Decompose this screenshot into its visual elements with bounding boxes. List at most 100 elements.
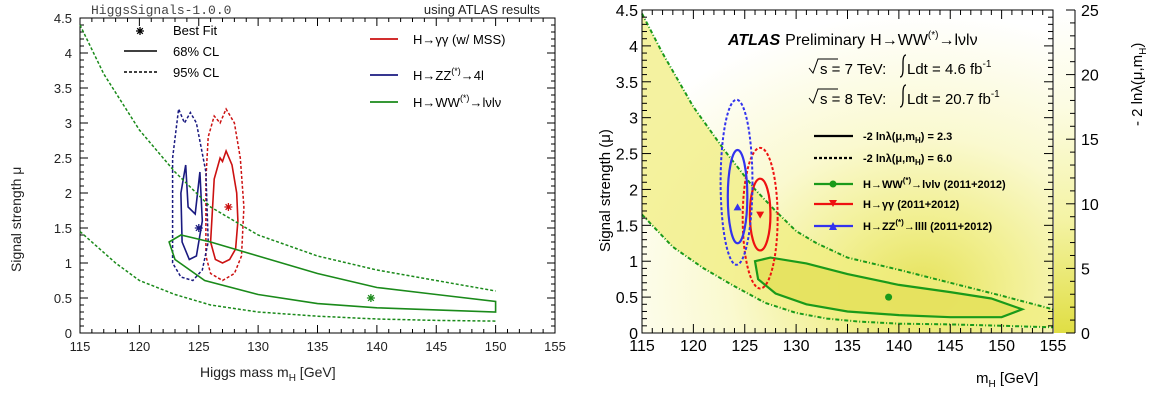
right-y-tick-label: 4 [629, 39, 638, 56]
legend-channel-name: H→WW [413, 95, 461, 110]
left-gamma-best-fit [224, 203, 233, 211]
right-x-tick-label: 135 [834, 338, 861, 355]
legend-contour-mid: (μ,m [892, 153, 915, 165]
right-title: ATLAS Preliminary H→WW(*)→lνlν [727, 30, 978, 49]
legend-channel-tail: →llll (2011+2012) [904, 221, 993, 233]
right-x-tick-label: 145 [937, 338, 964, 355]
right-zz-cl68 [726, 148, 749, 245]
right-axes: 115 120 125 130 135 140 145 150 155 0 0.5 1 1.5 2 2.5 3… [616, 3, 1067, 355]
left-y-tick-label: 1 [65, 256, 72, 271]
right-y-tick-label: 1.5 [616, 218, 638, 235]
legend-channel-label: H→γγ (w/ MSS) [413, 32, 505, 47]
left-axes: 115 120 125 130 135 140 145 150 155 0 0.5 1 1.5 2 2.5 3… [54, 11, 566, 354]
left-x-tick-label: 120 [129, 339, 151, 354]
preliminary-label: Preliminary [785, 32, 865, 49]
right-y-tick-label: 3 [629, 111, 638, 128]
colorbar-tick-label: 25 [1081, 3, 1099, 20]
colorbar-label-lambda: λ [1129, 85, 1146, 93]
left-y-tick-label: 2.5 [54, 151, 72, 166]
left-corner-note: using ATLAS results [424, 2, 541, 17]
colorbar-label-pre: - 2 ln [1129, 93, 1146, 126]
left-y-tick-label: 2 [65, 186, 72, 201]
colorbar-tick-label: 15 [1081, 132, 1099, 149]
legend-channel-tail: →4l [461, 68, 484, 83]
left-zz-cl95 [171, 106, 209, 282]
right-ww-cl68 [753, 256, 1026, 319]
right-y-tick-label: 2 [629, 182, 638, 199]
colorbar-tick-label: 0 [1081, 326, 1090, 343]
heatmap-minimum [755, 257, 1023, 318]
legend-channel-label: H→WW(*)→lνlν (2011+2012) [863, 176, 1006, 191]
left-x-axis-label-sub: H [289, 373, 296, 384]
left-x-tick-label: 140 [366, 339, 388, 354]
left-corner-label: HiggsSignals-1.0.0 [91, 3, 231, 18]
legend-channel-label: H→ZZ(*)→llll (2011+2012) [863, 218, 993, 233]
legend-contour-post: ) = 2.3 [921, 131, 953, 143]
legend-contour-label: -2 lnλ(μ,mH) = 2.3 [863, 131, 952, 145]
right-ww-cl95-lower [641, 213, 1054, 329]
legend-channel-name: H→WW [863, 179, 903, 191]
left-zz-best-fit [194, 224, 203, 232]
left-ww-cl95-lower [79, 230, 496, 322]
sqrt-symbol [808, 88, 838, 105]
right-x-tick-label: 155 [1040, 338, 1067, 355]
right-y-tick-label: 1 [629, 254, 638, 271]
legend-contour-sub: H [915, 158, 921, 167]
left-chart: 115 120 125 130 135 140 145 150 155 0 0.5 1 1.5 2 2.5 3… [8, 2, 566, 384]
legend-channel-name: H→γγ (2011+2012) [863, 199, 960, 211]
legend-contour-mid: (μ,m [892, 131, 915, 143]
right-y-tick-label: 3.5 [616, 75, 638, 92]
right-x-tick-label: 115 [629, 338, 655, 355]
legend-channel-tail: →lνlν [469, 95, 501, 110]
right-y-axis-label: Signal strength (μ) [597, 129, 614, 252]
lumi-label: Ldt = 20.7 fb-1 [907, 89, 1000, 108]
legend-channel-label: H→WW(*)→lνlν [413, 93, 501, 110]
energy-labels: s = 7 TeV: Ldt = 4.6 fb-1s = 8 TeV: Ldt = … [808, 54, 1000, 108]
left-y-tick-label: 0 [65, 326, 72, 341]
channel-title-tail: →lνlν [938, 32, 977, 49]
right-legend: -2 lnλ(μ,mH) = 2.3-2 lnλ(μ,mH) = 6.0H→WW… [814, 131, 1006, 233]
left-x-tick-label: 125 [188, 339, 210, 354]
legend-channel-sup: (*) [460, 93, 470, 103]
right-x-tick-label: 130 [783, 338, 810, 355]
left-x-tick-label: 150 [485, 339, 507, 354]
right-gamma-best-fit [756, 211, 765, 219]
right-x-axis-label-unit: [GeV] [996, 370, 1039, 387]
energy-label: s = 8 TeV: [820, 91, 886, 108]
right-x-tick-label: 150 [988, 338, 1015, 355]
legend-contour-pre: -2 ln [863, 131, 886, 143]
legend-contour-post: ) = 6.0 [921, 153, 953, 165]
integral-symbol [899, 84, 907, 108]
right-x-axis-label-main: m [976, 370, 989, 387]
sqrt-symbol [808, 58, 838, 75]
integral-symbol [899, 54, 907, 78]
legend-contour-label: -2 lnλ(μ,mH) = 6.0 [863, 153, 952, 167]
legend-channel-sup: (*) [903, 176, 912, 185]
left-x-axis-label-unit: [GeV] [296, 364, 336, 380]
right-ww-best-fit [885, 293, 893, 301]
legend-channel-label: H→ZZ(*)→4l [413, 66, 484, 83]
legend-contour-lambda: λ [886, 131, 892, 143]
legend-contour-sub: H [915, 136, 921, 145]
channel-title: H→WW [870, 32, 929, 49]
left-y-tick-label: 3 [65, 116, 72, 131]
legend-channel-sup: (*) [895, 218, 904, 227]
left-x-tick-label: 145 [425, 339, 447, 354]
left-contours [79, 24, 497, 322]
left-y-tick-label: 4 [65, 46, 72, 61]
heatmap-valley [642, 13, 1053, 328]
right-y-tick-label: 0.5 [616, 290, 638, 307]
legend-channel-name: H→ZZ [413, 68, 451, 83]
legend-contour-pre: -2 ln [863, 153, 886, 165]
channel-title-sup: (*) [928, 30, 939, 41]
left-y-axis-label: Signal strength μ [8, 167, 24, 272]
right-contours [641, 13, 1054, 329]
left-ww-best-fit [366, 294, 375, 302]
colorbar-label-paren: (μ,m [1129, 55, 1146, 85]
left-x-axis-label-main: Higgs mass m [200, 364, 289, 380]
left-y-tick-label: 1.5 [54, 221, 72, 236]
legend-style-label: Best Fit [173, 23, 217, 38]
left-zz-cl68 [180, 164, 204, 261]
right-gamma-cl95 [741, 146, 779, 290]
right-colorbar: 0 5 10 15 20 25 [1054, 3, 1099, 343]
